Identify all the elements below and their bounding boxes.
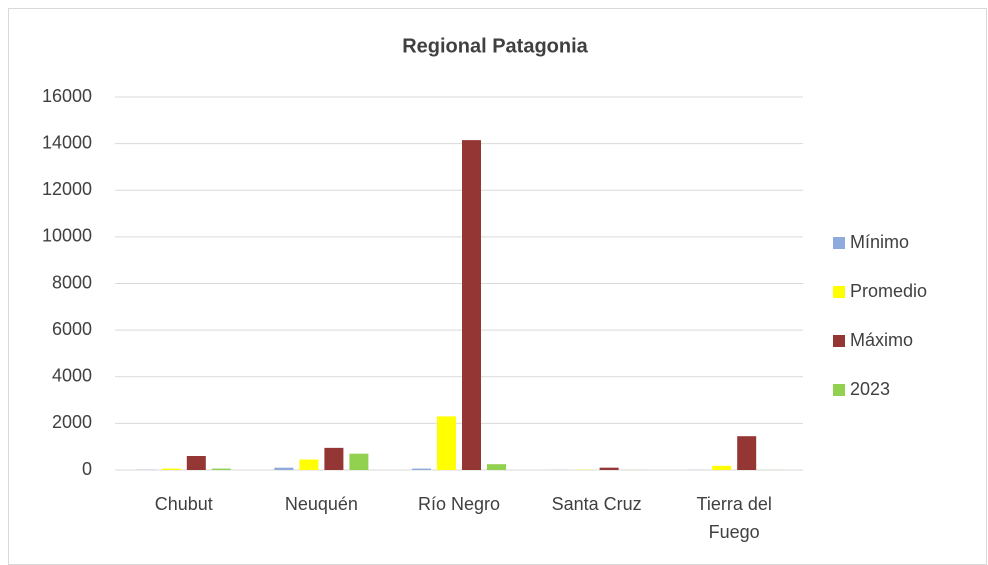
bar	[299, 459, 319, 470]
bar	[274, 467, 294, 470]
legend-label: Mínimo	[850, 232, 909, 252]
y-tick-label: 2000	[52, 412, 92, 432]
bar	[487, 464, 506, 470]
bar	[211, 468, 231, 470]
y-tick-label: 12000	[42, 179, 92, 199]
x-tick-label: Chubut	[154, 494, 213, 514]
bar	[599, 467, 619, 470]
bar	[186, 456, 206, 470]
legend-swatch	[833, 384, 845, 396]
y-tick-label: 8000	[52, 272, 92, 292]
bar	[349, 453, 369, 470]
x-tick-label: Neuquén	[284, 494, 358, 514]
bar	[737, 436, 757, 470]
legend-label: 2023	[850, 379, 890, 399]
bar	[437, 416, 456, 470]
y-tick-label: 10000	[42, 226, 92, 246]
legend-swatch	[833, 286, 845, 298]
y-tick-label: 6000	[52, 319, 92, 339]
legend-label: Máximo	[850, 330, 913, 350]
bar	[412, 468, 431, 470]
bar	[324, 447, 344, 470]
bar	[712, 465, 732, 470]
x-tick-label: Río Negro	[417, 494, 501, 514]
bar	[161, 468, 181, 470]
legend-swatch	[833, 335, 845, 347]
legend-label: Promedio	[850, 281, 927, 301]
x-tick-label: Santa Cruz	[551, 494, 642, 514]
y-tick-label: 14000	[42, 132, 92, 152]
x-tick-label: Tierra del Fuego	[696, 494, 772, 542]
y-tick-label: 4000	[52, 366, 92, 386]
legend-swatch	[833, 237, 845, 249]
y-tick-label: 16000	[42, 86, 92, 106]
chart-title: Regional Patagonia	[402, 35, 588, 57]
bar	[462, 140, 481, 471]
y-tick-label: 0	[82, 459, 92, 479]
